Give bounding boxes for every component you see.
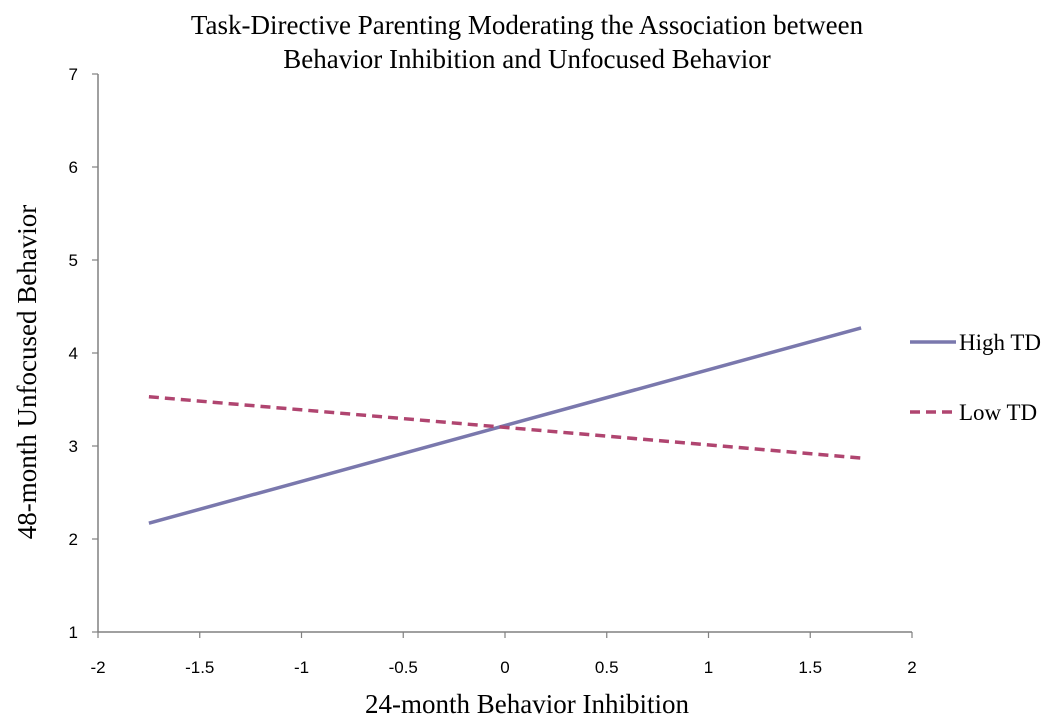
x-tick-label: -1 — [294, 658, 309, 677]
y-tick-label: 1 — [69, 623, 78, 642]
chart-title-line-2: Behavior Inhibition and Unfocused Behavi… — [283, 44, 771, 74]
tick-labels: 1 2 3 4 5 6 7 -2 -1.5 -1 -0.5 0 0.5 1 1.5 2 — [69, 65, 917, 677]
y-tick-label: 2 — [69, 530, 78, 549]
x-tick-label: -2 — [90, 658, 105, 677]
x-tick-label: -1.5 — [185, 658, 214, 677]
y-axis-title: 48-month Unfocused Behavior — [12, 205, 42, 539]
y-tick-label: 6 — [69, 158, 78, 177]
y-tick-label: 3 — [69, 437, 78, 456]
x-axis-title: 24-month Behavior Inhibition — [365, 689, 689, 719]
series-line-low-td — [148, 394, 862, 460]
legend: High TD Low TD — [910, 330, 1041, 425]
x-tick-label: 0 — [500, 658, 509, 677]
y-tick-label: 5 — [69, 251, 78, 270]
series-lines — [148, 326, 862, 525]
x-tick-label: 0.5 — [595, 658, 619, 677]
legend-label-low-td: Low TD — [959, 400, 1037, 425]
chart-title: Task-Directive Parenting Moderating the … — [0, 8, 1054, 76]
chart-title-line-1: Task-Directive Parenting Moderating the … — [190, 10, 864, 40]
x-tick-label: 1.5 — [798, 658, 822, 677]
x-tick-label: -0.5 — [389, 658, 418, 677]
x-tick-label: 1 — [704, 658, 713, 677]
axes — [92, 73, 913, 638]
legend-label-high-td: High TD — [959, 330, 1041, 355]
y-tick-label: 4 — [69, 344, 78, 363]
series-line-high-td — [148, 326, 862, 525]
x-tick-label: 2 — [907, 658, 916, 677]
y-tick-label: 7 — [69, 65, 78, 84]
